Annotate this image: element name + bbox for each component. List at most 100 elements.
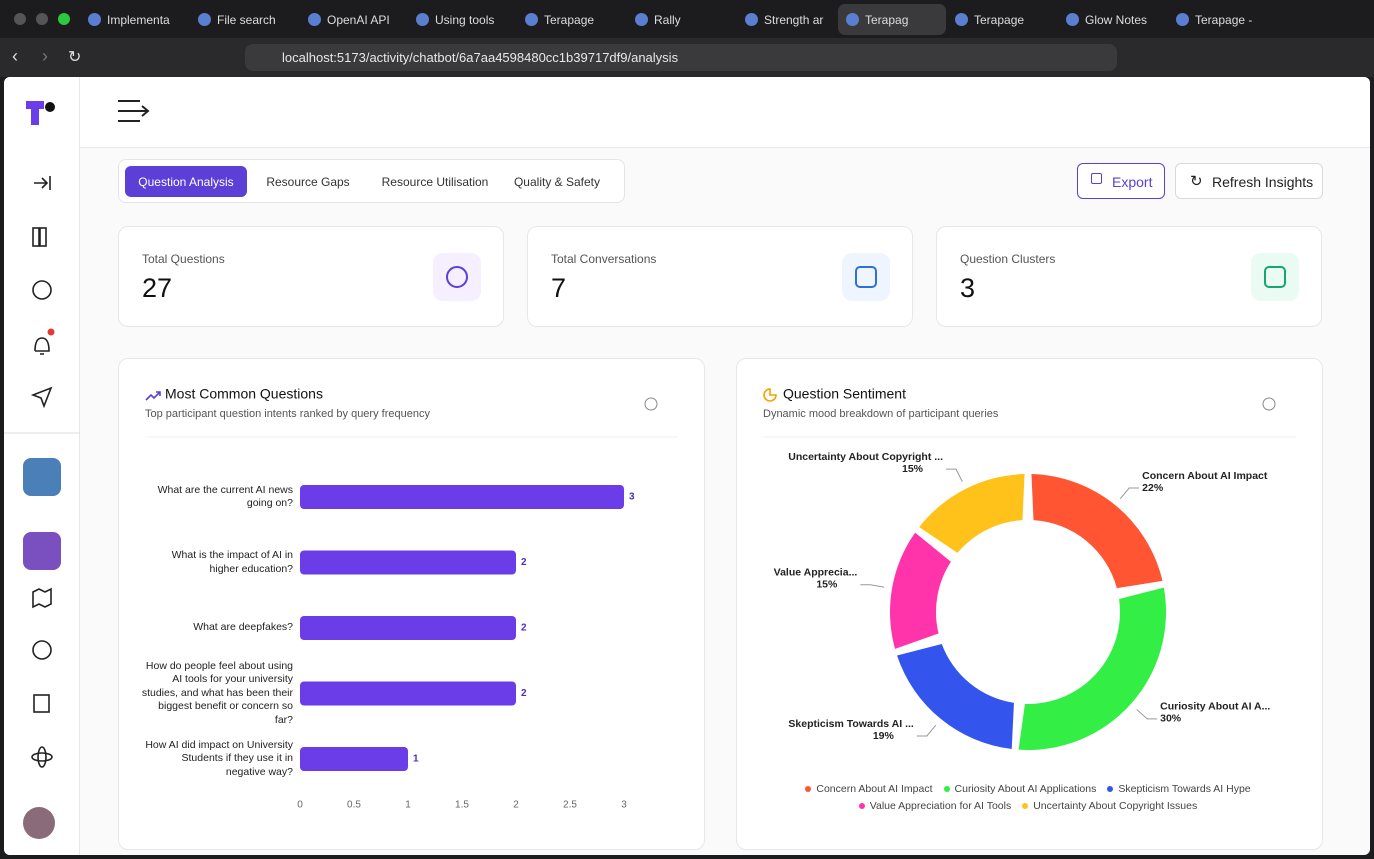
nav-tab[interactable]: Question Analysis [125, 166, 247, 197]
category-label: How AI did impact on University Students… [145, 738, 293, 778]
leader-line [1119, 487, 1140, 500]
notes-icon[interactable] [33, 694, 50, 713]
donut-slice [1031, 474, 1163, 589]
stat-icon [433, 253, 481, 301]
bar [300, 681, 516, 706]
project-thumb[interactable] [23, 458, 61, 496]
chart-icon [763, 388, 777, 402]
category-label: How do people feel about using AI tools … [142, 660, 293, 726]
category-label: What are deepfakes? [193, 621, 293, 633]
x-tick-label: 0.5 [347, 800, 361, 811]
send-icon[interactable] [30, 386, 53, 409]
url: localhost:5173/activity/chatbot/6a7aa459… [282, 50, 679, 65]
legend-label: Curiosity About AI Applications [954, 783, 1097, 795]
library-icon[interactable] [32, 227, 40, 247]
slice-value: 15% [816, 579, 838, 591]
legend-item[interactable]: Concern About AI Impact [805, 783, 933, 795]
avatar[interactable] [23, 807, 55, 839]
legend-text: Concern About AI Impact Curiosity About A… [786, 783, 1270, 812]
browser-tab[interactable]: Strength ar [737, 4, 845, 35]
slice-value: 15% [902, 463, 924, 475]
browser-tab[interactable]: Glow Notes [1058, 4, 1166, 35]
category-label: What are the current AI news going on? [157, 483, 293, 510]
activity-icon[interactable] [32, 280, 52, 300]
browser-tab[interactable]: Terapag [838, 4, 946, 35]
slice-label: Uncertainty About Copyright ... [788, 451, 943, 463]
stat-label: Total Conversations [551, 252, 657, 266]
nav-tab[interactable]: Quality & Safety [513, 175, 601, 189]
button-label: Export [1112, 174, 1153, 190]
legend-item[interactable]: Value Appreciation for AI Tools [858, 800, 1011, 812]
legend-item[interactable]: Curiosity About AI Applications [943, 783, 1097, 795]
tab-title: Terapage [544, 13, 595, 27]
atom-icon[interactable] [31, 752, 53, 762]
reload-button[interactable]: ↻ [68, 49, 82, 66]
slice-label: Concern About AI Impact [1142, 470, 1268, 482]
category-label: What is the impact of AI in higher educa… [171, 549, 293, 575]
refresh-button[interactable]: Refresh Insights ↻ [1175, 163, 1323, 199]
bar [300, 747, 408, 771]
chart-icon [145, 391, 161, 401]
browser-tab[interactable]: Implementa [80, 4, 188, 35]
donut-slice [890, 532, 951, 649]
browser-tab[interactable]: Terapage [517, 4, 625, 35]
menu-icon[interactable] [116, 98, 156, 128]
bell-icon[interactable] [34, 337, 50, 355]
export-button[interactable]: Export [1077, 163, 1165, 199]
url-field[interactable]: localhost:5173/activity/chatbot/6a7aa459… [245, 44, 1117, 71]
browser-tab[interactable]: File search [190, 4, 298, 35]
legend-label: Skepticism Towards AI Hype [1118, 783, 1251, 795]
button-label: Refresh Insights [1212, 174, 1314, 190]
category-label-text: What is the impact of AI in higher educa… [171, 549, 293, 575]
tab-title: Terapag [865, 13, 909, 27]
chart-title: Most Common Questions [165, 386, 323, 402]
slice-value: 22% [1142, 482, 1164, 494]
logo-dot [45, 102, 55, 112]
stat-card: Total Conversations 7 [527, 226, 913, 327]
forward-button[interactable]: › [42, 46, 48, 66]
expand-icon[interactable] [34, 176, 51, 190]
back-button[interactable]: ‹ [12, 46, 18, 66]
chart-subtitle: Dynamic mood breakdown of participant qu… [763, 408, 999, 420]
min-dot[interactable] [36, 13, 48, 25]
project-thumb[interactable] [23, 532, 61, 570]
tab-icon [1176, 13, 1189, 26]
data-label: 1 [413, 754, 419, 765]
x-tick-label: 3 [621, 800, 627, 811]
category-label-text: What are the current AI news going on? [157, 483, 293, 510]
info-icon [1262, 397, 1276, 411]
category-label-text: How AI did impact on University Students… [145, 738, 293, 778]
slice-label: Value Apprecia... [774, 567, 858, 579]
map-icon[interactable] [32, 587, 52, 609]
notification-dot [47, 328, 55, 336]
tab-title: Implementa [107, 13, 170, 27]
close-dot[interactable] [14, 13, 26, 25]
browser-tab[interactable]: OpenAI API [300, 4, 408, 35]
browser-tab[interactable]: Using tools [408, 4, 516, 35]
stat-card: Question Clusters 3 [936, 226, 1322, 327]
x-tick-label: 0 [297, 800, 303, 811]
stat-value: 27 [142, 273, 173, 303]
chat-icon[interactable] [32, 640, 52, 660]
tab-icon [745, 13, 758, 26]
x-tick-label: 2.5 [563, 800, 577, 811]
tab-title: Terapage - [1195, 13, 1253, 27]
browser-tab[interactable]: Terapage [947, 4, 1055, 35]
tab-title: File search [217, 13, 276, 27]
data-label: 2 [521, 557, 527, 568]
legend-item[interactable]: Uncertainty About Copyright Issues [1022, 800, 1197, 812]
stat-value: 3 [960, 273, 976, 303]
nav-tab[interactable]: Resource Utilisation [381, 175, 489, 189]
bar [300, 616, 516, 640]
browser-tab[interactable]: Terapage - [1168, 4, 1276, 35]
chart-card [118, 358, 705, 850]
donut-slice [1018, 587, 1166, 750]
tab-icon [635, 13, 648, 26]
nav-tab[interactable]: Resource Gaps [266, 175, 350, 189]
data-label: 2 [521, 623, 527, 634]
browser-tab[interactable]: Rally [627, 4, 735, 35]
legend-item[interactable]: Skepticism Towards AI Hype [1107, 783, 1251, 795]
data-label: 2 [521, 688, 527, 699]
max-dot[interactable] [58, 13, 70, 25]
